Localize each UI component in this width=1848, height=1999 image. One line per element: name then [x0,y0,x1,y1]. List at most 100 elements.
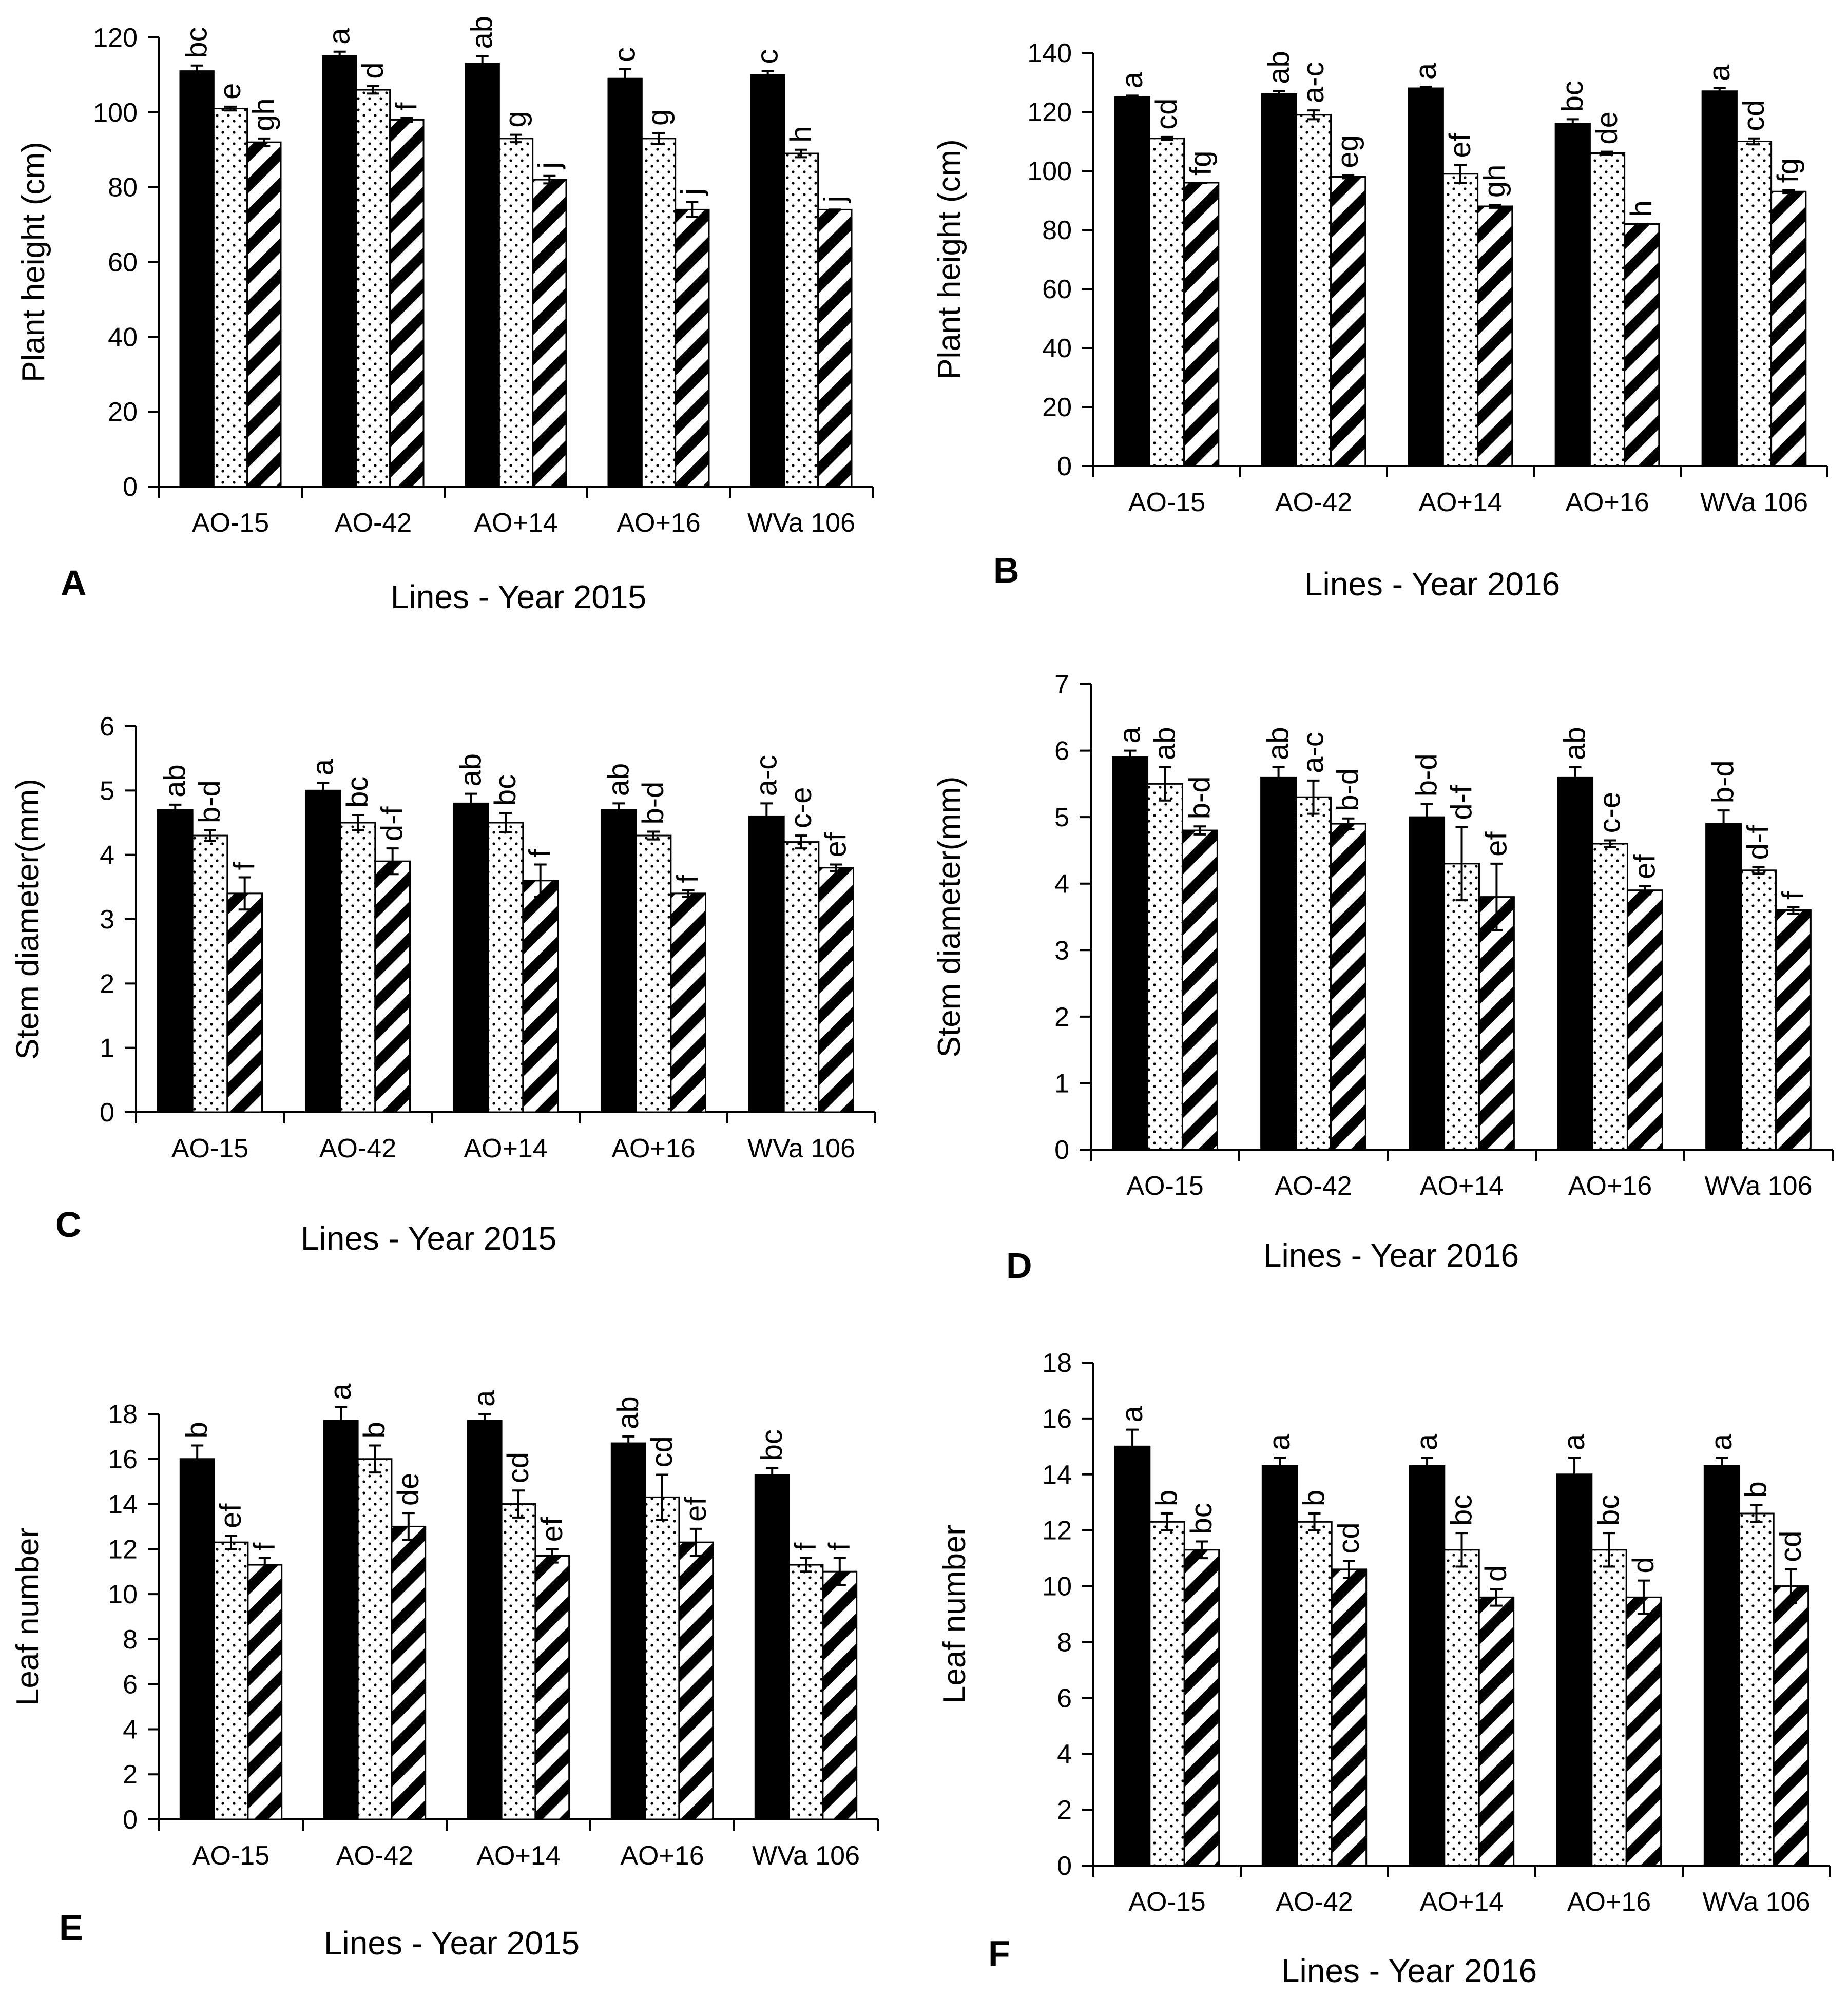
bar-D-AO-42-hatch [1330,823,1366,1151]
y-tick-label: 4 [1057,1739,1072,1769]
bar-C-AO-15-hatch [226,892,263,1113]
significance-letter: a [306,759,339,775]
x-category-label: AO+14 [476,1841,560,1871]
y-tick-label: 0 [123,1805,138,1835]
bar-D-AO-42-solid [1260,776,1297,1151]
x-axis-title: Lines - Year 2015 [391,578,646,615]
bar-E-AO-42-dots [357,1458,393,1820]
y-tick-label: 12 [108,1535,138,1564]
y-tick-label: 4 [123,1715,138,1744]
bar-B-AO-42-solid [1261,93,1297,467]
significance-letter: h [784,126,818,142]
bar-D-WVa 106-dots [1740,869,1777,1151]
y-tick-label: 1 [1054,1069,1069,1098]
y-tick-label: 4 [1054,869,1069,899]
y-tick-label: 40 [108,322,138,352]
significance-letter: f [1776,891,1810,900]
significance-letter: bc [1445,1495,1478,1526]
y-tick-label: 3 [1054,936,1069,965]
bar-C-AO+16-dots [635,834,672,1113]
significance-letter: ab [1262,727,1295,760]
bar-E-AO+16-solid [610,1442,646,1820]
significance-letter: bc [489,774,522,806]
y-tick-label: 120 [93,23,138,53]
bar-F-AO-42-hatch [1331,1568,1368,1867]
x-category-label: AO-15 [192,1841,270,1871]
y-tick-label: 6 [1054,736,1069,766]
bar-F-WVa 106-hatch [1773,1585,1810,1867]
bar-E-AO+14-solid [467,1420,503,1820]
bar-B-AO-15-solid [1114,96,1150,467]
significance-letter: a [1115,71,1149,88]
bar-A-WVa 106-dots [783,152,819,488]
significance-letter: b-d [1707,760,1740,803]
bar-C-AO+16-solid [600,809,637,1113]
significance-letter: a [468,1390,501,1407]
significance-letter: ef [1479,831,1513,857]
significance-letter: bc [755,1429,788,1461]
y-tick-label: 2 [123,1760,138,1790]
y-tick-label: 5 [100,776,114,806]
bar-C-AO-42-solid [304,789,341,1113]
significance-letter: f [524,848,557,857]
bar-F-AO+16-hatch [1625,1596,1662,1867]
bar-B-WVa 106-hatch [1770,190,1807,467]
bar-C-AO-15-dots [191,834,228,1113]
bar-B-WVa 106-solid [1701,90,1738,467]
significance-letter: bc [180,27,214,58]
bar-C-AO-42-hatch [374,860,411,1113]
y-tick-label: 60 [108,248,138,278]
y-tick-label: 12 [1042,1516,1072,1546]
bar-A-WVa 106-solid [750,74,785,488]
x-axis-title: Lines - Year 2016 [1281,1952,1537,1989]
significance-letter: c-e [784,787,818,828]
x-category-label: AO-42 [1276,1887,1353,1917]
x-category-label: AO-42 [1275,488,1352,517]
y-tick-label: 18 [108,1400,138,1429]
significance-letter: b [358,1422,391,1438]
x-category-label: WVa 106 [1702,1887,1810,1917]
bar-D-AO+14-hatch [1478,896,1515,1151]
significance-letter: j [818,196,851,204]
bar-A-AO+16-dots [641,138,677,488]
significance-letter: a [324,1383,357,1400]
bar-A-AO-42-dots [355,89,391,488]
significance-letter: b-d [1410,753,1443,797]
bar-A-AO-15-hatch [246,141,282,488]
significance-letter: gh [247,98,280,131]
bar-E-WVa 106-solid [754,1474,790,1820]
y-axis-title: Stem diameter(mm) [10,779,46,1060]
significance-letter: cd [1774,1531,1807,1562]
bar-F-AO-15-hatch [1183,1549,1220,1867]
bar-D-AO-42-dots [1295,796,1332,1151]
y-tick-label: 8 [1057,1627,1072,1657]
bar-A-AO-15-dots [213,108,248,488]
bar-C-AO-42-dots [339,822,376,1113]
significance-letter: bc [1185,1503,1218,1534]
bar-D-WVa 106-solid [1705,823,1742,1151]
bar-F-WVa 106-dots [1738,1512,1775,1867]
y-tick-label: 2 [1057,1795,1072,1825]
significance-letter: f [228,862,261,870]
significance-letter: ef [214,1503,247,1528]
x-category-label: AO+14 [1418,488,1502,517]
significance-letter: c-e [1593,792,1627,833]
x-category-label: WVa 106 [747,1134,855,1163]
bar-D-AO+16-solid [1557,776,1594,1151]
bar-C-AO+16-hatch [670,892,707,1113]
y-tick-label: 0 [100,1098,114,1128]
bar-C-AO+14-dots [487,822,524,1113]
bar-B-AO-42-hatch [1330,176,1366,467]
x-category-label: AO+14 [474,508,557,538]
panel-letter: F [988,1933,1010,1973]
y-tick-label: 4 [100,841,114,870]
x-category-label: AO+14 [464,1134,547,1163]
x-axis-title: Lines - Year 2015 [301,1220,556,1257]
significance-letter: bc [341,777,374,808]
bar-F-AO+16-dots [1591,1549,1627,1867]
y-tick-label: 0 [1057,452,1072,481]
y-axis-title: Leaf number [10,1527,46,1706]
bar-B-AO+16-solid [1554,123,1591,467]
